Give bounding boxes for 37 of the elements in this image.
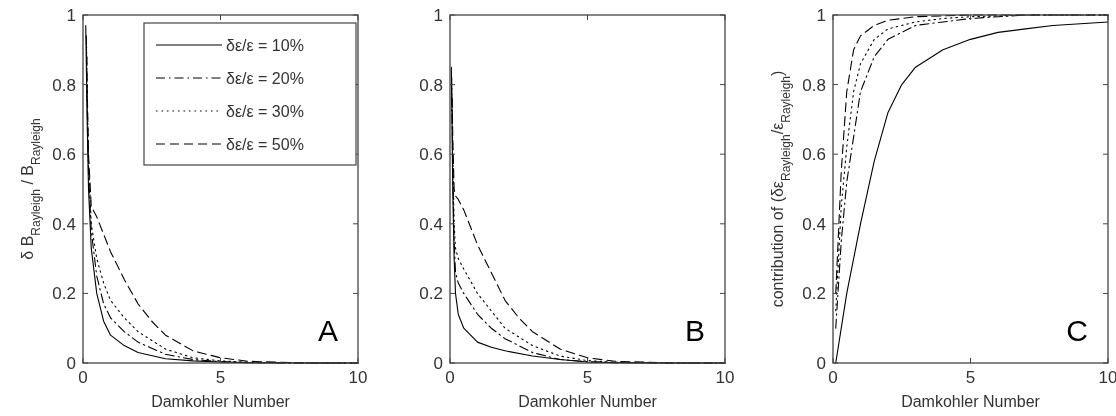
legend-label: δε/ε = 30% (226, 102, 304, 120)
y-tick-label: 0.6 (52, 145, 76, 165)
annotation: B (684, 314, 705, 347)
x-tick-label: 5 (582, 368, 593, 387)
y-tick-label: 1 (816, 5, 826, 25)
x-tick-label: 0 (78, 368, 88, 387)
x-tick-label: 10 (1098, 368, 1116, 387)
y-tick-label: 0.4 (802, 214, 826, 234)
legend-label: δε/ε = 20% (226, 69, 304, 87)
y-tick-label: 0.2 (419, 284, 443, 304)
x-axis-title: Damkohler Number (518, 393, 658, 410)
annotation: A (317, 314, 338, 347)
y-tick-label: 0.2 (802, 284, 826, 304)
y-tick-label: 0.8 (802, 75, 826, 95)
x-tick-label: 5 (215, 368, 226, 387)
legend-label: δε/ε = 10% (226, 36, 304, 54)
x-tick-label: 10 (715, 368, 735, 387)
y-tick-label: 0.2 (52, 284, 76, 304)
x-axis-title: Damkohler Number (901, 393, 1041, 410)
legend-label: δε/ε = 50% (226, 135, 304, 153)
x-tick-label: 5 (965, 368, 976, 387)
y-tick-label: 1 (433, 5, 443, 25)
y-tick-label: 0 (433, 353, 443, 373)
y-tick-label: 0.4 (419, 214, 443, 234)
y-tick-label: 0.8 (52, 75, 76, 95)
x-axis-title: Damkohler Number (151, 393, 291, 410)
y-tick-label: 0 (66, 353, 76, 373)
x-tick-label: 0 (828, 368, 838, 387)
y-tick-label: 0 (816, 353, 826, 373)
x-tick-label: 10 (348, 368, 368, 387)
x-tick-label: 0 (445, 368, 455, 387)
y-tick-label: 1 (66, 5, 76, 25)
y-tick-label: 0.6 (802, 145, 826, 165)
y-tick-label: 0.8 (419, 75, 443, 95)
annotation: C (1066, 314, 1088, 347)
y-tick-label: 0.4 (52, 214, 76, 234)
y-tick-label: 0.6 (419, 145, 443, 165)
